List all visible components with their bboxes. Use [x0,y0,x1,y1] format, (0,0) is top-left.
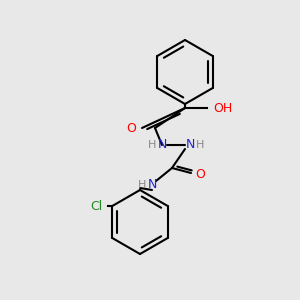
Text: N: N [185,139,195,152]
Text: H: H [196,140,204,150]
Text: H: H [148,140,156,150]
Text: O: O [126,122,136,134]
Text: H: H [138,180,146,190]
Text: O: O [195,169,205,182]
Text: N: N [157,139,167,152]
Text: Cl: Cl [90,200,102,212]
Text: N: N [147,178,157,191]
Text: OH: OH [213,101,232,115]
